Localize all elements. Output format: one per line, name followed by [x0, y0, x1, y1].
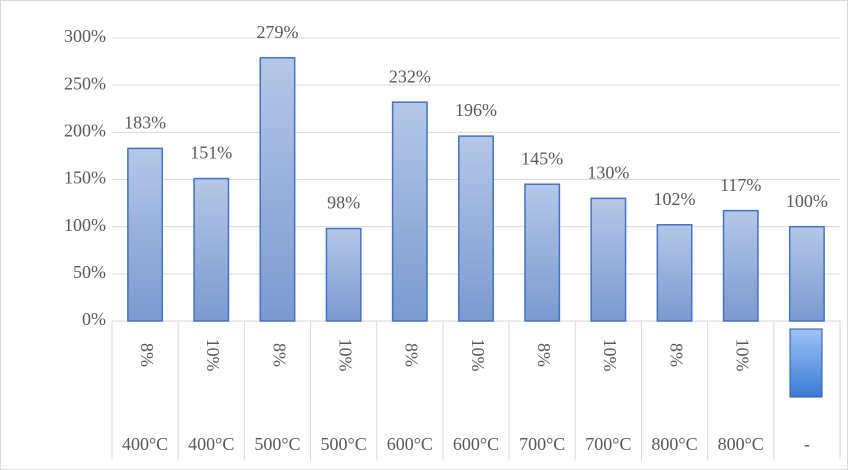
x-group-label: 500°C	[254, 434, 300, 454]
data-label: 279%	[256, 22, 298, 42]
x-tick-label: 8%	[666, 343, 686, 367]
x-group-label: 400°C	[188, 434, 234, 454]
bar	[722, 209, 759, 322]
data-label: 232%	[389, 66, 431, 86]
x-group-label: 700°C	[585, 434, 631, 454]
legend-key-icon	[789, 328, 823, 398]
bar	[788, 225, 825, 322]
bar	[656, 224, 693, 322]
y-tick-label: 250%	[64, 73, 106, 93]
y-tick-label: 300%	[64, 26, 106, 46]
data-label: 102%	[654, 189, 696, 209]
x-tick-label: 8%	[137, 343, 157, 367]
bar	[458, 135, 494, 322]
x-tick-label: 10%	[336, 339, 356, 372]
bar	[193, 177, 230, 322]
x-tick-label: 10%	[203, 339, 223, 372]
x-group-label: 800°C	[651, 434, 697, 454]
x-group-label: 700°C	[519, 434, 565, 454]
y-tick-label: 50%	[73, 262, 106, 282]
bar	[590, 197, 627, 322]
x-group-label: 800°C	[718, 434, 764, 454]
data-label: 100%	[786, 191, 828, 211]
x-tick-label: 8%	[534, 343, 554, 367]
x-group-label: 500°C	[321, 434, 367, 454]
x-group-label: -	[804, 434, 810, 454]
data-label: 151%	[190, 143, 232, 163]
y-tick-label: 150%	[64, 168, 106, 188]
data-label: 183%	[124, 112, 166, 132]
y-tick-label: 100%	[64, 215, 106, 235]
x-tick-label: 10%	[600, 339, 620, 372]
bar	[259, 57, 296, 322]
x-group-label: 400°C	[122, 434, 168, 454]
y-tick-label: 200%	[64, 120, 106, 140]
x-tick-label: 8%	[402, 343, 422, 367]
data-label: 196%	[455, 100, 497, 120]
x-tick-label: 10%	[733, 339, 753, 372]
x-group-label: 600°C	[453, 434, 499, 454]
x-group-label: 600°C	[387, 434, 433, 454]
data-label: 117%	[720, 175, 761, 195]
bar	[524, 183, 561, 322]
bar	[127, 147, 164, 322]
bar	[325, 227, 362, 322]
data-label: 130%	[587, 162, 629, 182]
x-tick-label: 8%	[269, 343, 289, 367]
x-tick-label: 10%	[468, 339, 488, 372]
data-label: 98%	[327, 193, 360, 213]
data-label: 145%	[521, 148, 563, 168]
bar	[391, 101, 428, 322]
y-tick-label: 0%	[82, 309, 106, 329]
